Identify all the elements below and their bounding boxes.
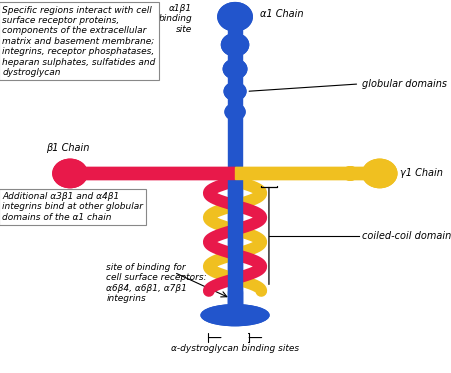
Circle shape (221, 34, 248, 56)
Bar (228, 168, 241, 293)
Circle shape (224, 82, 245, 100)
Bar (228, 293, 241, 310)
Bar (79, 167, 235, 179)
Bar (79, 167, 235, 179)
Circle shape (341, 167, 358, 180)
Circle shape (225, 104, 244, 120)
Bar (228, 19, 241, 310)
Bar (235, 167, 370, 179)
Text: globular domains: globular domains (361, 79, 446, 89)
Circle shape (341, 167, 358, 180)
Ellipse shape (201, 305, 268, 326)
Text: α1 Chain: α1 Chain (259, 9, 303, 19)
Circle shape (217, 3, 252, 31)
Text: γ1 Chain: γ1 Chain (399, 169, 442, 178)
Circle shape (223, 59, 246, 79)
Circle shape (223, 59, 246, 79)
Bar (228, 291, 241, 310)
Circle shape (217, 3, 252, 31)
Circle shape (53, 159, 87, 188)
Circle shape (224, 82, 245, 100)
Text: β1 Chain: β1 Chain (46, 143, 89, 153)
Bar (235, 167, 370, 179)
Circle shape (362, 159, 396, 188)
Text: α1β1
binding
site: α1β1 binding site (158, 4, 192, 34)
Circle shape (53, 159, 87, 188)
Text: Specific regions interact with cell
surface receptor proteins,
components of the: Specific regions interact with cell surf… (2, 6, 155, 77)
Circle shape (225, 104, 244, 120)
Circle shape (362, 159, 396, 188)
Text: coiled-coil domain: coiled-coil domain (361, 231, 450, 241)
Text: α-dystroglycan binding sites: α-dystroglycan binding sites (170, 344, 299, 353)
Ellipse shape (201, 305, 268, 326)
Circle shape (221, 34, 248, 56)
Text: site of binding for
cell surface receptors:
α6β4, α6β1, α7β1
integrins: site of binding for cell surface recepto… (106, 263, 207, 303)
Text: Additional α3β1 and α4β1
integrins bind at other globular
domains of the α1 chai: Additional α3β1 and α4β1 integrins bind … (2, 192, 143, 222)
